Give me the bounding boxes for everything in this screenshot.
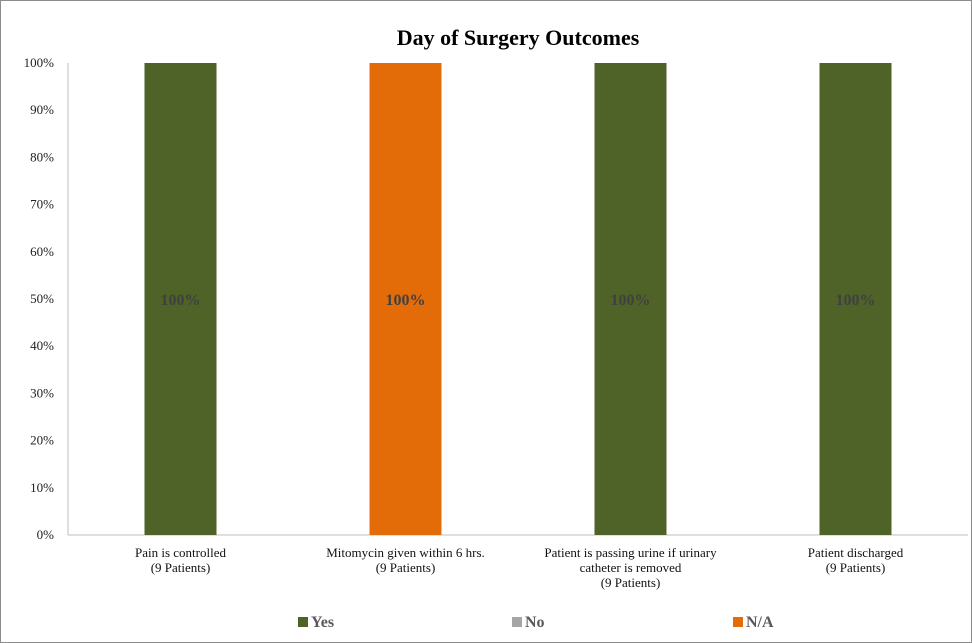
legend-label: No [525,614,545,631]
y-tick-label: 60% [30,244,54,259]
category-label: Mitomycin given within 6 hrs. (9 Patients… [326,545,485,575]
category-label: Patient is passing urine if urinary cathe… [544,545,717,590]
bar-yes [819,63,892,535]
y-tick-label: 40% [30,338,54,353]
bar-yes [594,63,667,535]
category-label: Pain is controlled (9 Patients) [135,545,226,575]
data-label: 100% [161,292,201,309]
y-tick-label: 10% [30,480,54,495]
y-tick-label: 30% [30,385,54,400]
data-labels: 100% 100% 100% 100% [161,292,876,309]
legend-item-yes: Yes [298,614,334,631]
chart-title: Day of Surgery Outcomes [397,25,640,50]
bar-yes [144,63,217,535]
data-label: 100% [611,292,651,309]
y-tick-label: 100% [24,55,55,70]
bar-n-a [369,63,442,535]
y-tick-label: 50% [30,291,54,306]
legend-label: N/A [746,614,774,631]
y-axis: 0% 10% 20% 30% 40% 50% 60% 70% 80% 90% 100% [24,55,69,542]
y-tick-label: 80% [30,149,54,164]
y-tick-label: 90% [30,102,54,117]
legend-swatch [298,617,308,627]
legend: Yes No N/A [298,614,774,631]
legend-swatch [733,617,743,627]
data-label: 100% [836,292,876,309]
bars [144,63,892,535]
legend-label: Yes [311,614,334,631]
category-labels: Pain is controlled (9 Patients) Mitomycin … [135,545,904,590]
legend-item-no: No [512,614,545,631]
data-label: 100% [386,292,426,309]
y-tick-label: 0% [37,527,55,542]
y-tick-label: 70% [30,197,54,212]
category-label: Patient discharged (9 Patients) [808,545,904,575]
y-tick-label: 20% [30,433,54,448]
legend-swatch [512,617,522,627]
legend-item-n-a: N/A [733,614,774,631]
